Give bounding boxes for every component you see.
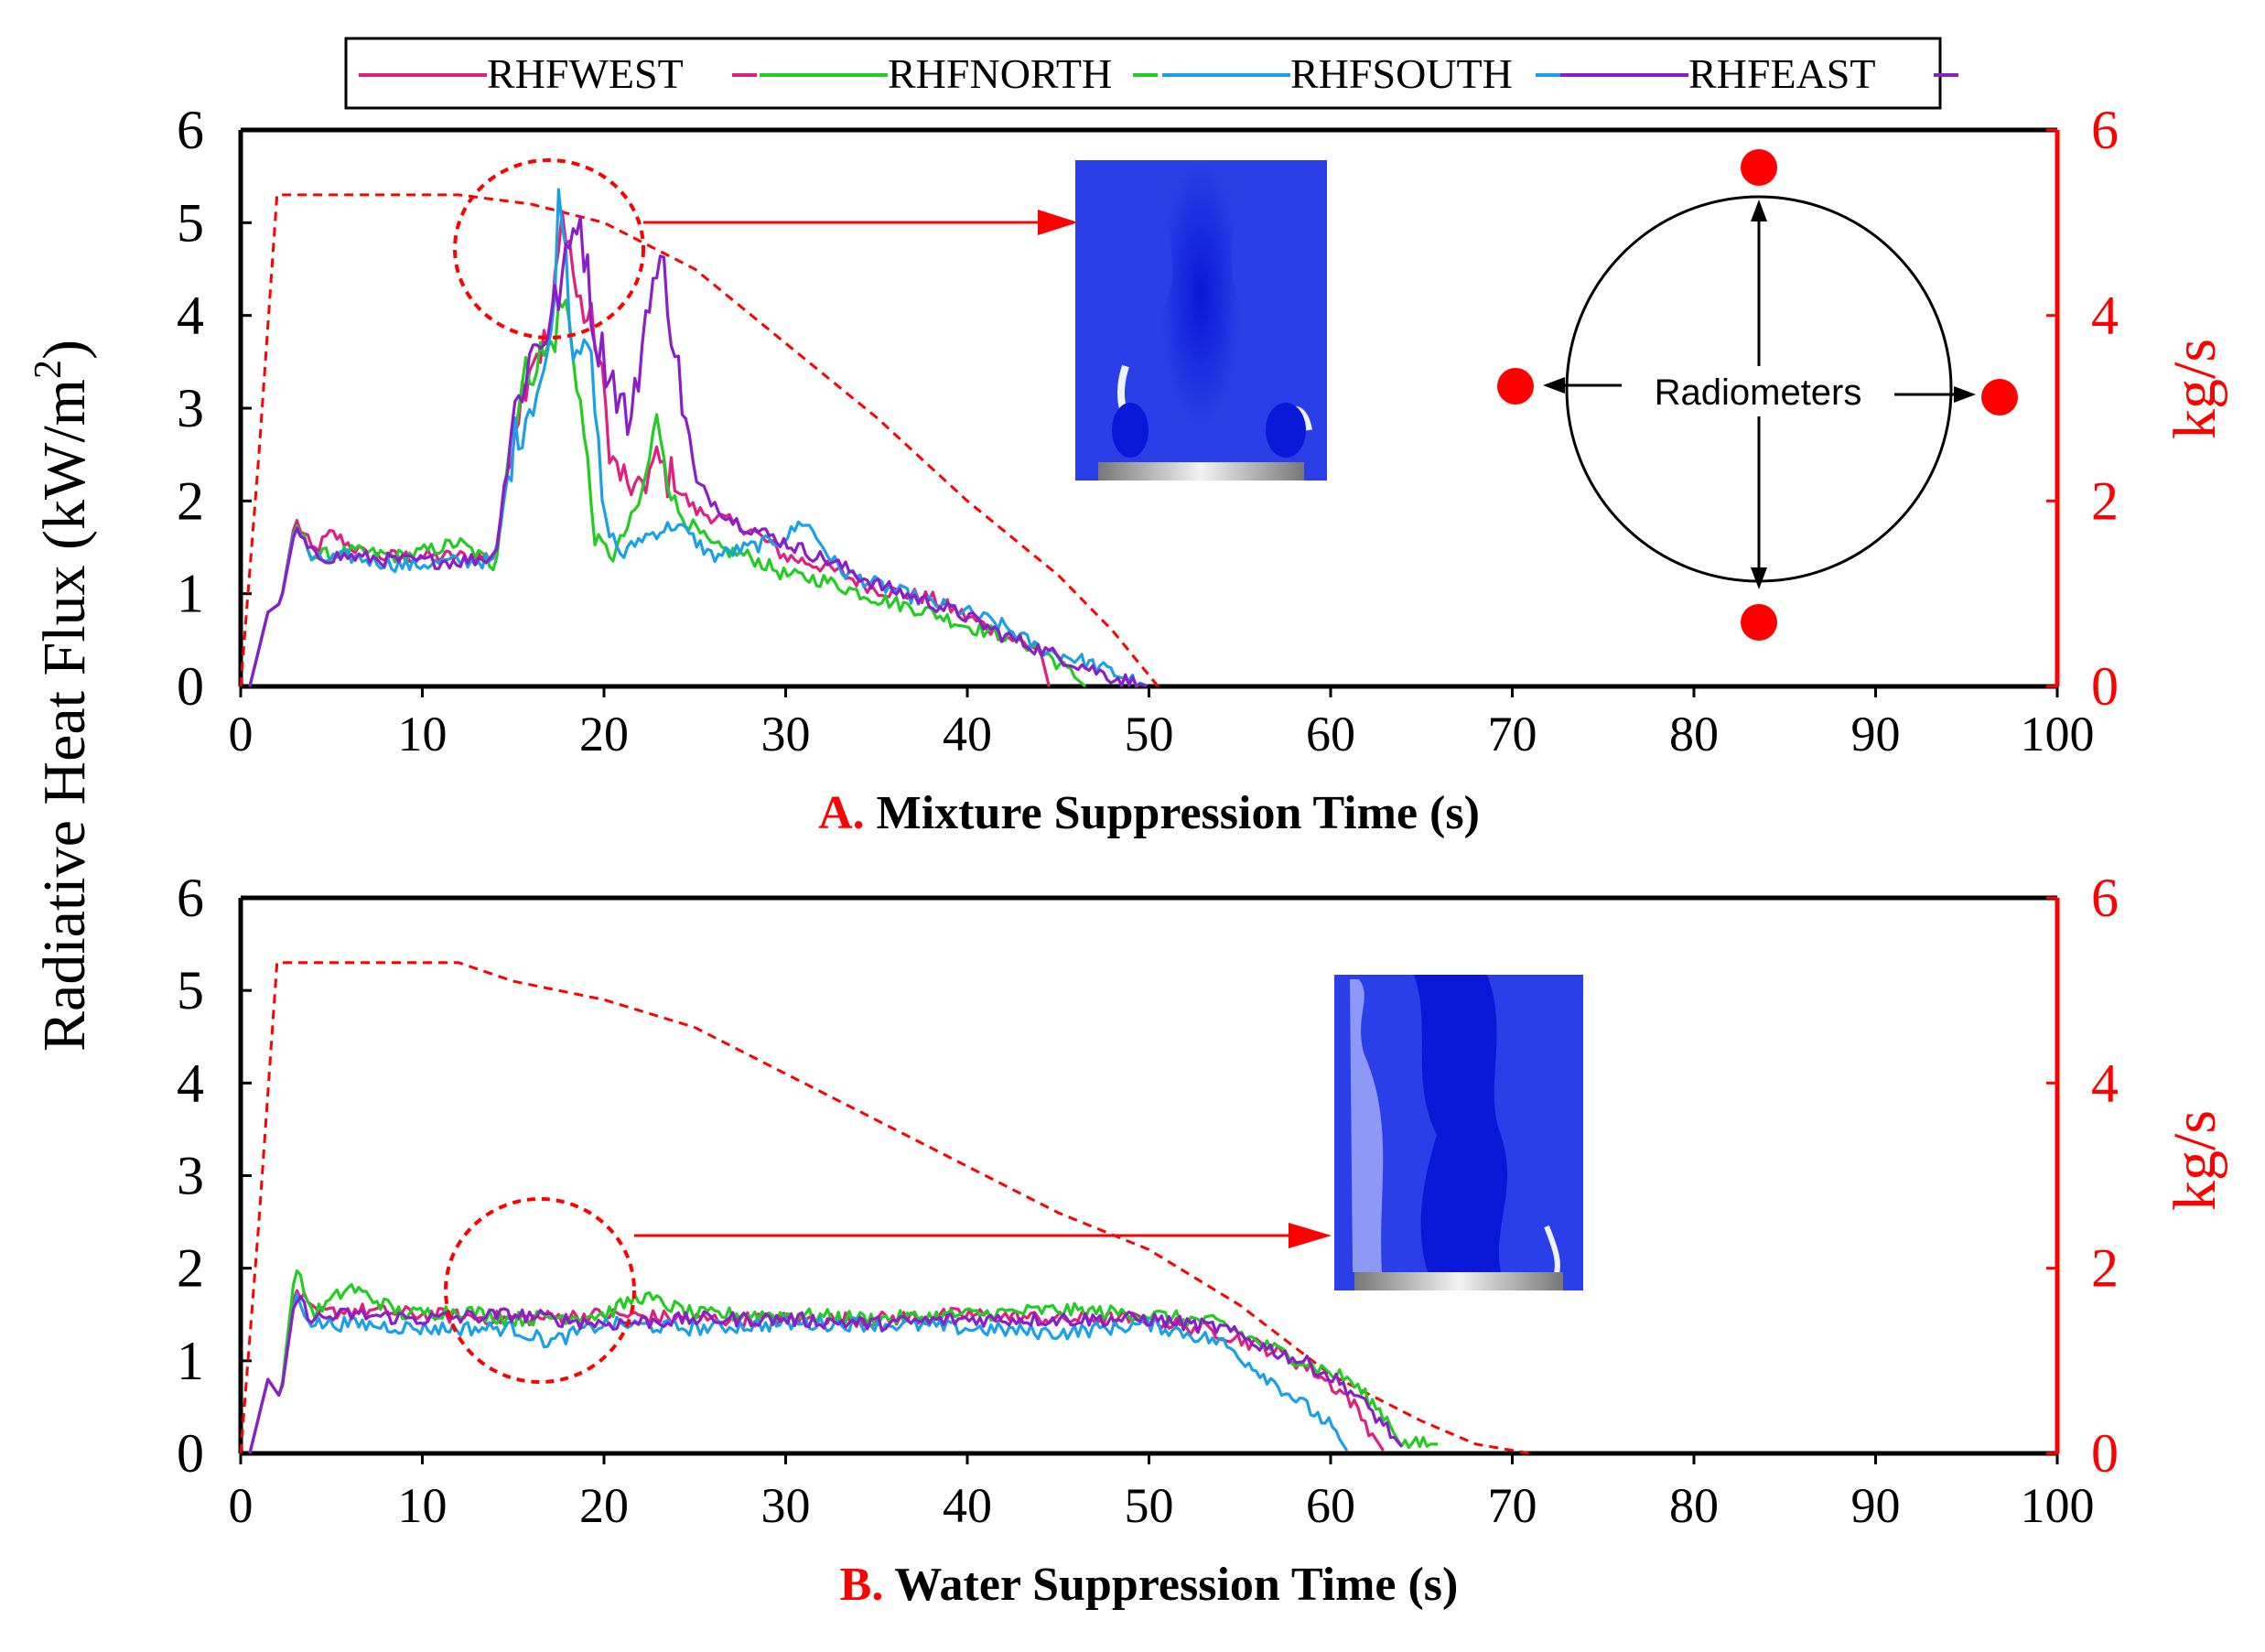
panel-b-y-tick-label: 6 <box>177 868 204 928</box>
panel-b-letter: B. <box>840 1559 895 1611</box>
panel-a-plot-area: 0 10 20 30 40 50 60 70 80 90 10001234560246kg/sA. … <box>177 100 2228 839</box>
legend-label-rhfnorth: RHFNORTH <box>888 50 1112 97</box>
panel-a-y2-tick-label: 2 <box>2091 470 2119 531</box>
panel-b-x-tick-label: 0 <box>229 1478 253 1533</box>
legend-label-rhfwest: RHFWEST <box>487 50 684 97</box>
panel-a-highlight-circle <box>453 158 645 340</box>
panel-b-y2-tick-label: 6 <box>2091 868 2119 928</box>
panel-a-x-tick-label: 90 <box>1851 707 1901 761</box>
panel-b-x-tick-label: 90 <box>1851 1478 1901 1533</box>
panel-b-x-tick-label: 70 <box>1488 1478 1537 1533</box>
y-label-close: ) <box>31 340 98 360</box>
panel-a-y-tick-label: 6 <box>177 100 204 160</box>
shared-y-axis-label: Radiative Heat Flux (kW/m2) <box>27 340 98 1052</box>
radiometer-north <box>1741 149 1777 186</box>
panel-b-x-tick-label: 30 <box>761 1478 811 1533</box>
legend-label-rhfeast: RHFEAST <box>1688 50 1875 97</box>
panel-a-x-tick-label: 50 <box>1125 707 1174 761</box>
panel-b-pointer-arrowhead <box>1289 1223 1332 1248</box>
panel-b-y2-tick-label: 0 <box>2091 1423 2119 1484</box>
panel-b-y-tick-label: 1 <box>177 1331 204 1391</box>
panel-b-y-tick-label: 3 <box>177 1146 204 1206</box>
panel-a-mass-flow-line <box>239 193 1159 687</box>
panel-b-x-tick-label: 10 <box>398 1478 448 1533</box>
panel-a-y-tick-label: 3 <box>177 378 204 438</box>
panel-a-simulation-inset <box>1075 160 1327 480</box>
panel-a-y2-tick-label: 4 <box>2091 286 2119 346</box>
panel-a-letter: A. <box>818 787 877 839</box>
panel-b-series-rhfnorth <box>248 1269 1439 1454</box>
panel-a-x-tick-label: 20 <box>579 707 629 761</box>
panel-a-y2-label: kg/s <box>2162 339 2228 439</box>
panel-a-x-tick-label: 60 <box>1306 707 1355 761</box>
panel-b: 0 10 20 30 40 50 60 70 80 90 10001234560246kg/sB. … <box>177 868 2228 1611</box>
panel-a-series-rhfsouth <box>248 188 1149 688</box>
radiometers-label: Radiometers <box>1655 373 1862 413</box>
panel-b-series-rhfsouth <box>248 1292 1349 1454</box>
panel-a-pointer-arrowhead <box>1038 210 1078 235</box>
panel-b-series-rhfeast <box>248 1295 1403 1454</box>
panel-a-y-tick-label: 1 <box>177 564 204 624</box>
panel-a-x-tick-label: 0 <box>229 707 253 761</box>
panel-b-x-tick-label: 50 <box>1125 1478 1174 1533</box>
panel-a-x-tick-label: 80 <box>1669 707 1719 761</box>
panel-a-series-rhfeast <box>248 216 1148 688</box>
panel-b-mass-flow-line <box>239 961 1531 1455</box>
panel-a-x-label: A. Mixture Suppression Time (s) <box>818 787 1480 839</box>
panel-b-x-label-text: Water Suppression Time (s) <box>894 1559 1458 1611</box>
panel-b-x-tick-label: 100 <box>2021 1478 2095 1533</box>
panel-b-y2-tick-label: 4 <box>2091 1053 2119 1113</box>
panel-a-y2-tick-label: 6 <box>2091 100 2119 160</box>
panel-b-y-tick-label: 0 <box>177 1423 204 1484</box>
panel-a-x-label-text: Mixture Suppression Time (s) <box>877 787 1480 839</box>
panel-b-highlight-circle <box>444 1197 636 1384</box>
panel-a-x-tick-label: 70 <box>1488 707 1537 761</box>
panel-a-y-tick-label: 5 <box>177 192 204 253</box>
panel-a-x-tick-label: 100 <box>2021 707 2095 761</box>
panel-a: 0 10 20 30 40 50 60 70 80 90 10001234560246kg/sA. … <box>177 100 2228 839</box>
panel-a-y-tick-label: 4 <box>177 286 204 346</box>
panel-a-y2-tick-label: 0 <box>2091 656 2119 717</box>
radiometer-east <box>1981 379 2018 416</box>
radiometer-diagram: Radiometers <box>1497 149 2018 641</box>
panel-b-y2-label: kg/s <box>2162 1110 2228 1211</box>
panel-b-y-tick-label: 4 <box>177 1053 204 1113</box>
panel-a-x-tick-label: 40 <box>943 707 992 761</box>
panel-b-x-label: B. Water Suppression Time (s) <box>840 1559 1459 1611</box>
panel-a-y-tick-label: 0 <box>177 656 204 717</box>
panel-a-x-tick-label: 30 <box>761 707 811 761</box>
panel-b-y2-tick-label: 2 <box>2091 1238 2119 1299</box>
radiometer-west <box>1497 368 1534 405</box>
panel-a-y-tick-label: 2 <box>177 470 204 531</box>
legend: RHFWEST RHFNORTH RHFSOUTH RHFEAST <box>344 37 1958 110</box>
panel-b-y-tick-label: 2 <box>177 1238 204 1299</box>
panel-b-x-tick-label: 20 <box>579 1478 629 1533</box>
panel-b-x-tick-label: 60 <box>1306 1478 1355 1533</box>
y-label-superscript: 2 <box>27 360 70 379</box>
panel-b-x-tick-label: 40 <box>943 1478 992 1533</box>
panel-b-x-tick-label: 80 <box>1669 1478 1719 1533</box>
panel-b-y-tick-label: 5 <box>177 960 204 1020</box>
y-label-main: Radiative Heat Flux (kW/m <box>31 379 98 1052</box>
legend-label-rhfsouth: RHFSOUTH <box>1290 50 1513 97</box>
panel-b-simulation-inset <box>1334 975 1583 1290</box>
panel-b-plot-area: 0 10 20 30 40 50 60 70 80 90 10001234560246kg/sB. … <box>177 868 2228 1611</box>
panel-a-x-tick-label: 10 <box>398 707 448 761</box>
radiometer-south <box>1741 604 1777 641</box>
